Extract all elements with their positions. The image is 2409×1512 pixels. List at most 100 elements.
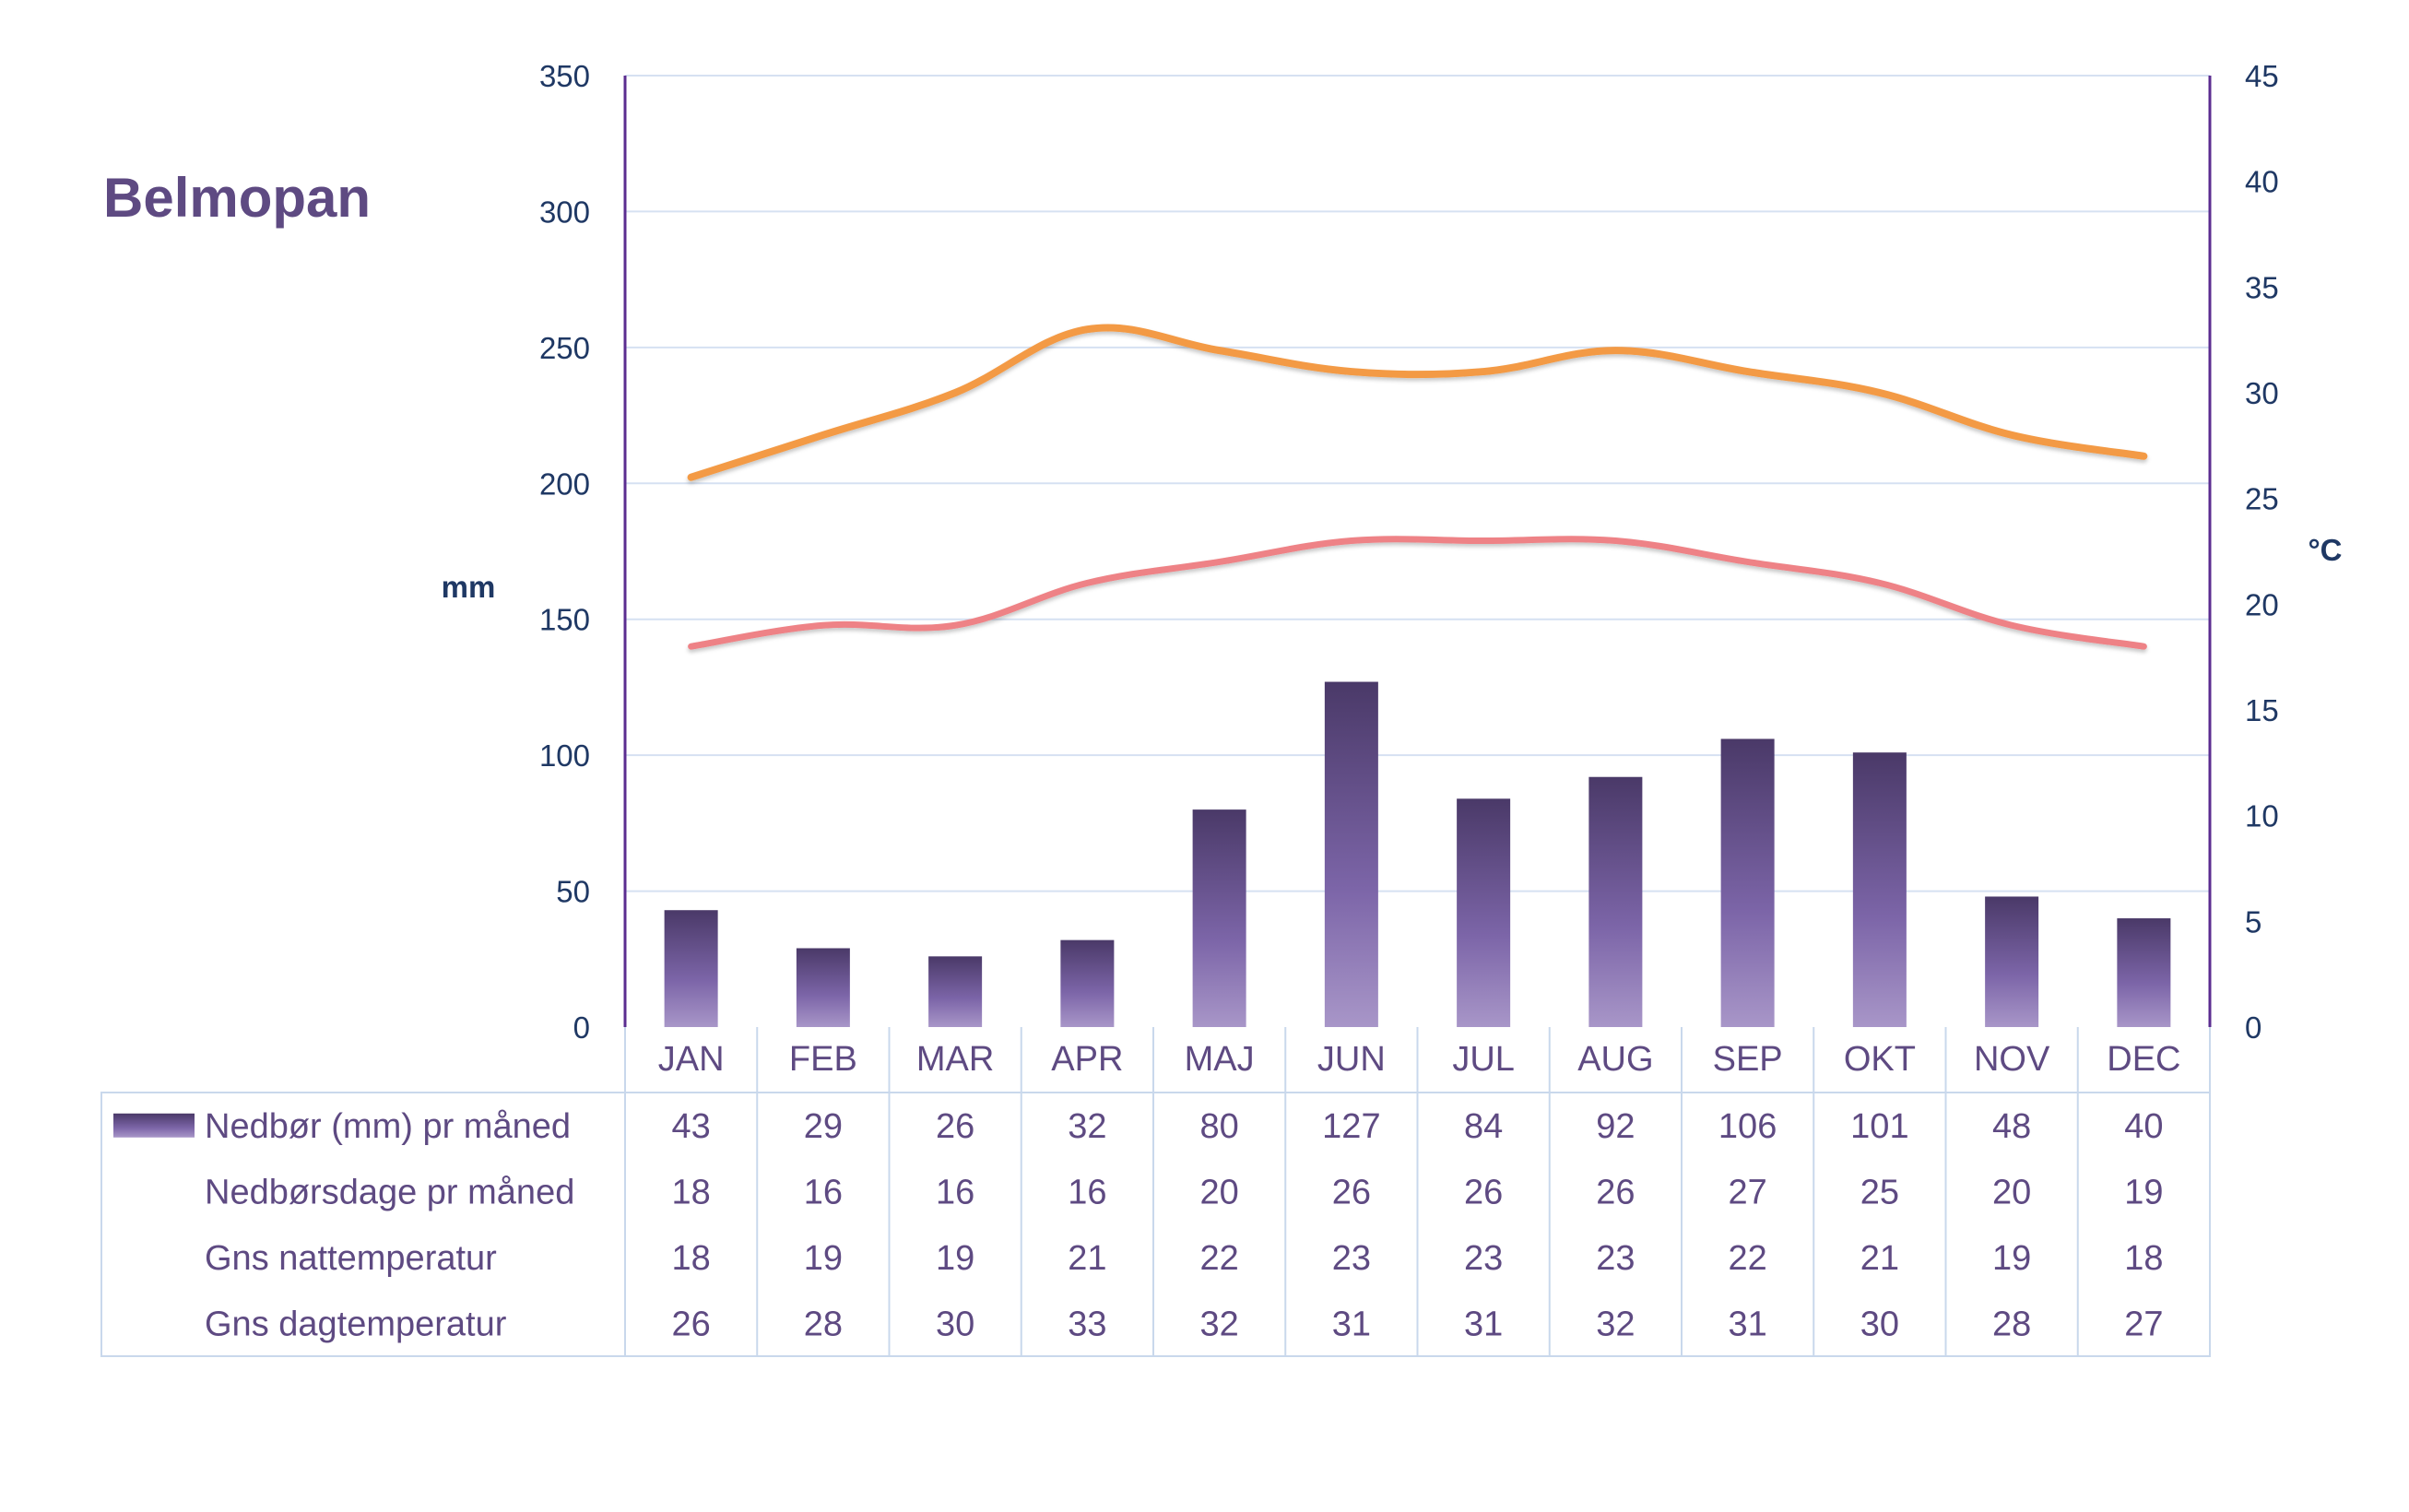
- y-left-tick-label: 100: [539, 738, 590, 773]
- table-cell: 26: [1332, 1173, 1371, 1211]
- y-right-tick-label: 25: [2245, 482, 2279, 516]
- table-cell: 19: [2124, 1173, 2163, 1211]
- table-cell: 43: [671, 1107, 710, 1146]
- y-right-tick-label: 10: [2245, 799, 2279, 833]
- table-cell: 31: [1728, 1305, 1766, 1343]
- y-left-tick-label: 0: [573, 1010, 590, 1045]
- y-left-tick-label: 150: [539, 603, 590, 637]
- table-cell: 18: [2124, 1239, 2163, 1278]
- table-row-label: Gns nattemperatur: [205, 1239, 497, 1278]
- table-cell: 21: [1068, 1239, 1106, 1278]
- y-left-tick-label: 250: [539, 331, 590, 365]
- table-cell: 127: [1322, 1107, 1380, 1146]
- day-temperature-line: [687, 324, 2148, 481]
- table-cell: 80: [1199, 1107, 1238, 1146]
- category-label: MAJ: [1185, 1040, 1255, 1079]
- table-row-label: Gns dagtemperatur: [205, 1305, 507, 1343]
- legend-swatch-bar: [113, 1113, 195, 1138]
- category-label: DEC: [2107, 1040, 2180, 1079]
- table-cell: 25: [1860, 1173, 1899, 1211]
- category-label: MAR: [916, 1040, 994, 1079]
- table-cell: 18: [671, 1173, 710, 1211]
- y-right-label: °C: [2308, 533, 2342, 567]
- y-right-tick-label: 35: [2245, 270, 2279, 304]
- category-label: NOV: [1974, 1040, 2050, 1079]
- table-cell: 23: [1596, 1239, 1635, 1278]
- bar-aug: [1588, 776, 1643, 1027]
- table-cell: 31: [1332, 1305, 1371, 1343]
- y-right-tick-label: 5: [2245, 904, 2261, 939]
- y-right-tick-label: 20: [2245, 587, 2279, 621]
- y-left-tick-label: 200: [539, 467, 590, 501]
- category-label: APR: [1051, 1040, 1123, 1079]
- category-label: FEB: [789, 1040, 857, 1079]
- table-cell: 21: [1860, 1239, 1899, 1278]
- table-cell: 23: [1332, 1239, 1371, 1278]
- table-cell: 27: [1728, 1173, 1766, 1211]
- table-cell: 31: [1464, 1305, 1503, 1343]
- category-label: OKT: [1844, 1040, 1916, 1079]
- bar-sep: [1720, 738, 1775, 1027]
- table-cell: 32: [1068, 1107, 1106, 1146]
- y-right-tick-label: 40: [2245, 165, 2279, 199]
- table-cell: 29: [804, 1107, 843, 1146]
- category-label: JAN: [658, 1040, 725, 1079]
- bar-feb: [796, 948, 850, 1027]
- y-left-label: mm: [442, 570, 496, 604]
- bar-jun: [1324, 681, 1378, 1027]
- bar-dec: [2117, 918, 2171, 1027]
- table-cell: 19: [804, 1239, 843, 1278]
- table-cell: 26: [1464, 1173, 1503, 1211]
- table-cell: 20: [1199, 1173, 1238, 1211]
- category-label: JUL: [1452, 1040, 1515, 1079]
- table-cell: 19: [936, 1239, 974, 1278]
- table-cell: 18: [671, 1239, 710, 1278]
- table-cell: 92: [1596, 1107, 1635, 1146]
- table-cell: 30: [1860, 1305, 1899, 1343]
- table-cell: 22: [1199, 1239, 1238, 1278]
- table-cell: 26: [1596, 1173, 1635, 1211]
- night-temperature-line: [688, 536, 2147, 650]
- bar-mar: [928, 956, 983, 1027]
- y-left-tick-label: 350: [539, 59, 590, 93]
- y-right-tick-label: 45: [2245, 59, 2279, 93]
- category-label: JUN: [1317, 1040, 1386, 1079]
- table-cell: 28: [804, 1305, 843, 1343]
- precipitation-bars: [664, 681, 2171, 1027]
- category-label: AUG: [1577, 1040, 1653, 1079]
- table-cell: 16: [804, 1173, 843, 1211]
- table-cell: 22: [1728, 1239, 1766, 1278]
- y-right-tick-label: 15: [2245, 693, 2279, 727]
- temperature-lines: [687, 324, 2148, 650]
- table-cell: 106: [1718, 1107, 1777, 1146]
- y-left-tick-label: 300: [539, 195, 590, 229]
- table-row-label: Nedbør (mm) pr måned: [205, 1107, 571, 1146]
- table-cell: 32: [1199, 1305, 1238, 1343]
- category-label: SEP: [1713, 1040, 1783, 1079]
- table-cell: 84: [1464, 1107, 1503, 1146]
- grid-lines: [625, 75, 2210, 892]
- table-cell: 33: [1068, 1305, 1106, 1343]
- table-cell: 26: [671, 1305, 710, 1343]
- y-right-tick-label: 30: [2245, 376, 2279, 410]
- chart-title: Belmopan: [103, 167, 371, 229]
- table-cell: 30: [936, 1305, 974, 1343]
- bar-maj: [1192, 809, 1246, 1027]
- axes: 0 50 100 150 200 250 300 350 0 5 10 15 20 25 30 35 40 45: [539, 59, 2279, 1045]
- y-left-tick-label: 50: [556, 875, 590, 909]
- table-cell: 19: [1992, 1239, 2031, 1278]
- table-cell: 26: [936, 1107, 974, 1146]
- table-cell: 28: [1992, 1305, 2031, 1343]
- data-table: Nedbør (mm) pr måned 43 29 26 32 80 127 84 92 106…: [100, 1092, 2211, 1357]
- bar-jul: [1457, 798, 1511, 1027]
- table-cell: 48: [1992, 1107, 2031, 1146]
- table-cell: 27: [2124, 1305, 2163, 1343]
- table-cell: 16: [936, 1173, 974, 1211]
- y-right-tick-label: 0: [2245, 1010, 2261, 1045]
- table-row-label: Nedbørsdage pr måned: [205, 1173, 574, 1211]
- bar-nov: [1985, 896, 2039, 1027]
- bar-okt: [1852, 752, 1907, 1027]
- table-cell: 101: [1850, 1107, 1908, 1146]
- table-cell: 20: [1992, 1173, 2031, 1211]
